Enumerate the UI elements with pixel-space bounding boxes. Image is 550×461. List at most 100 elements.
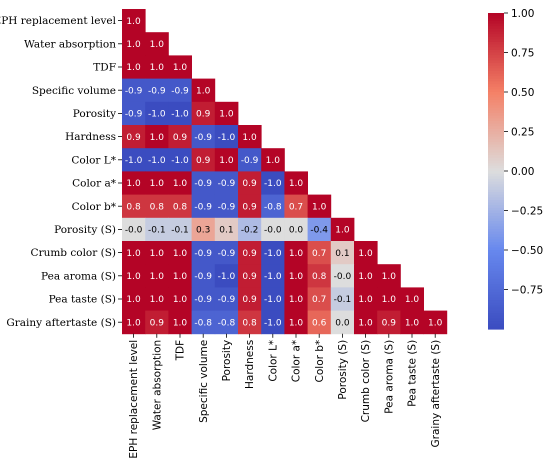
colorbar-segment (488, 297, 504, 301)
colorbar-segment (488, 199, 504, 204)
heatmap-cell (354, 264, 378, 288)
colorbar-segment (488, 263, 504, 267)
row-label: Crumb color (S) (31, 247, 116, 259)
colorbar-segment (488, 52, 504, 56)
colorbar-segment (488, 181, 504, 185)
heatmap-cell (122, 78, 146, 103)
cell-value-label: 1.0 (405, 295, 420, 305)
heatmap-cell (191, 241, 216, 265)
heatmap-cell (284, 194, 308, 219)
heatmap-cell (354, 287, 378, 311)
heatmap-cell (214, 148, 239, 172)
colorbar-segment (488, 55, 504, 59)
cell-value-label: 1.0 (289, 295, 304, 305)
heatmap-cell (191, 148, 216, 172)
heatmap-cell (330, 287, 355, 311)
colorbar-segment (488, 36, 504, 40)
heatmap-cell (122, 264, 146, 288)
cell-value-label: 0.8 (312, 272, 327, 282)
heatmap-cell (261, 241, 285, 265)
cell-value-label: 0.7 (312, 295, 326, 305)
colorbar-tick-label: 0.25 (511, 126, 534, 138)
colorbar-segment (488, 323, 504, 327)
cell-value-label: 1.0 (219, 156, 234, 166)
heatmap-cell (284, 171, 308, 195)
heatmap-cell (330, 241, 355, 265)
colorbar-segment (488, 41, 504, 46)
cell-value-label: -0.9 (194, 202, 212, 212)
colorbar-segment (488, 186, 504, 191)
heatmap-cell (307, 217, 332, 242)
colorbar-segment (488, 163, 504, 167)
heatmap-cell (214, 217, 239, 242)
colorbar-segment (488, 313, 504, 317)
cell-value-label: 1.0 (150, 249, 165, 259)
colorbar-segment (488, 281, 504, 285)
colorbar-segment (488, 236, 504, 241)
colorbar-segment (488, 278, 504, 283)
cell-value-label: -1.0 (264, 272, 282, 282)
colorbar-segment (488, 210, 504, 214)
heatmap-cell (214, 125, 239, 149)
heatmap-cell (168, 101, 192, 126)
heatmap-cell (145, 148, 169, 172)
colorbar-segment (488, 265, 504, 270)
colorbar-segment (488, 49, 504, 54)
colorbar-segment (488, 273, 504, 277)
heatmap-cell (214, 264, 239, 288)
cell-value-label: 0.8 (126, 202, 141, 212)
colorbar-segment (488, 134, 504, 138)
heatmap-cell (168, 171, 192, 195)
cell-value-label: 1.0 (126, 40, 141, 50)
column-label: EPH replacement level (128, 340, 140, 459)
heatmap-cell (330, 310, 355, 335)
colorbar-segment (488, 173, 504, 177)
cell-value-label: 1.0 (126, 249, 141, 259)
cell-value-label: 0.0 (335, 318, 350, 328)
row-label: Color L* (71, 154, 116, 166)
heatmap-cell (122, 101, 146, 126)
cell-value-label: 1.0 (126, 272, 141, 282)
colorbar-segment (488, 65, 504, 69)
colorbar-segment (488, 131, 504, 135)
heatmap-cell (122, 287, 146, 311)
cell-value-label: 1.0 (173, 179, 188, 189)
colorbar-segment (488, 171, 504, 175)
colorbar-segment (488, 205, 504, 209)
colorbar-segment (488, 78, 504, 83)
colorbar-segment (488, 94, 504, 98)
colorbar-segment (488, 305, 504, 309)
colorbar-segment (488, 115, 504, 119)
cell-value-label: 1.0 (358, 249, 373, 259)
cell-value-label: -1.0 (171, 110, 189, 120)
colorbar-tick-label: −0.75 (511, 284, 543, 296)
cell-value-label: 1.0 (428, 318, 443, 328)
cell-value-label: 1.0 (173, 295, 188, 305)
cell-value-label: 0.9 (242, 249, 257, 259)
cell-value-label: 1.0 (126, 179, 141, 189)
colorbar-tick-label: 0.50 (511, 87, 534, 99)
heatmap-cell (145, 32, 169, 56)
heatmap-cell (122, 217, 146, 242)
cell-value-label: 1.0 (126, 318, 141, 328)
column-label: Color a* (291, 340, 303, 382)
colorbar-segment (488, 110, 504, 114)
colorbar-segment (488, 215, 504, 219)
heatmap-cell (214, 101, 239, 126)
row-label: TDF (93, 62, 116, 74)
cell-value-label: 0.9 (242, 179, 257, 189)
heatmap-cell (261, 287, 285, 311)
heatmap-cell (122, 148, 146, 172)
cell-value-label: -0.1 (334, 295, 352, 305)
colorbar-segment (488, 223, 504, 227)
row-label: Hardness (65, 131, 116, 143)
colorbar-segment (488, 247, 504, 251)
heatmap-cell (214, 287, 239, 311)
colorbar-segment (488, 255, 504, 259)
heatmap-cell (238, 287, 262, 311)
colorbar-segment (488, 228, 504, 233)
heatmap-cell (145, 78, 169, 103)
cell-value-label: -1.0 (264, 179, 282, 189)
cell-value-label: 1.0 (289, 272, 304, 282)
colorbar-segment (488, 147, 504, 151)
